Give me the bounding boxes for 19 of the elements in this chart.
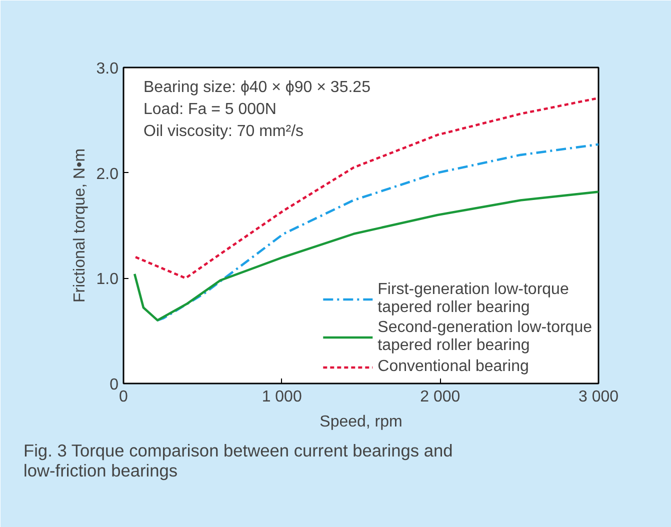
caption: Fig. 3 Torque comparison between current bearings and low-friction bearings	[24, 440, 453, 480]
x-tick-label: 2 000	[420, 388, 460, 406]
y-tick-label: 0	[110, 376, 119, 394]
y-axis-title: Frictional torque, N•m	[71, 148, 88, 303]
annotation: Load: Fa = 5 000N	[144, 101, 276, 118]
legend-label: Second-generation low-torque tapered roller bearing	[378, 319, 592, 355]
legend-label: Conventional bearing	[378, 358, 529, 376]
y-tick-label: 3.0	[96, 60, 119, 78]
x-axis-title: Speed, rpm	[320, 414, 402, 430]
annotation: Bearing size: ϕ40 × ϕ90 × 35.25	[144, 79, 371, 96]
y-tick-label: 1.0	[96, 271, 119, 288]
line-series	[156, 143, 598, 322]
x-tick-label: 3 000	[578, 388, 619, 406]
y-tick-label: 2.0	[96, 166, 119, 183]
annotation: Oil viscosity: 70 mm²/s	[144, 123, 304, 140]
line-series	[134, 96, 598, 280]
legend-label: First-generation low-torque tapered roller bearing	[378, 281, 569, 317]
x-tick-label: 1 000	[262, 388, 302, 406]
line-series	[133, 190, 598, 322]
